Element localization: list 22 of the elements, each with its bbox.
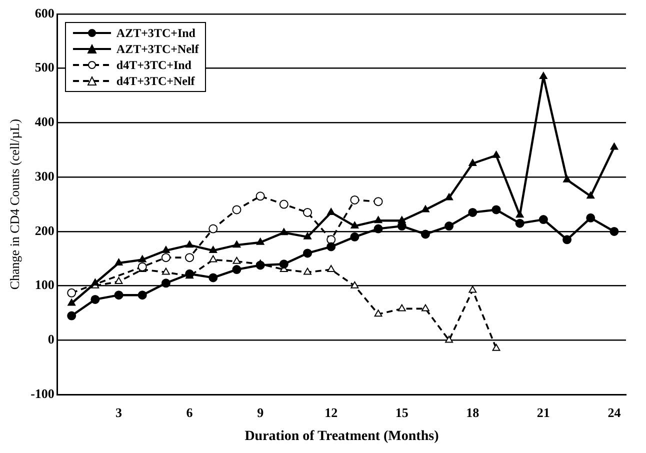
x-tick-label: 18: [466, 404, 480, 420]
y-tick-label: -100: [30, 386, 54, 401]
legend-label: d4T+3TC+Ind: [116, 58, 192, 72]
x-tick-label: 21: [536, 404, 550, 420]
y-tick-label: 0: [48, 332, 54, 347]
y-tick-label: 100: [34, 277, 54, 292]
x-axis-title: Duration of Treatment (Months): [244, 429, 440, 444]
x-tick-label: 15: [395, 404, 409, 420]
y-axis-title: Change in CD4 Counts (cell/µL): [7, 118, 22, 290]
y-tick-label: 500: [34, 60, 54, 75]
x-tick-label: 6: [186, 404, 194, 420]
legend-label: AZT+3TC+Ind: [116, 26, 196, 40]
y-tick-label: 400: [34, 114, 54, 130]
y-tick-label: 300: [34, 168, 54, 184]
y-tick-label: 600: [34, 5, 54, 20]
x-tick-label: 9: [257, 404, 264, 420]
x-tick-label: 3: [116, 404, 123, 420]
legend-label: AZT+3TC+Nelf: [116, 42, 199, 56]
x-tick-label: 24: [608, 404, 622, 420]
y-tick-label: 200: [34, 222, 54, 238]
x-tick-label: 12: [324, 404, 338, 420]
legend-label: d4T+3TC+Nelf: [116, 74, 195, 88]
